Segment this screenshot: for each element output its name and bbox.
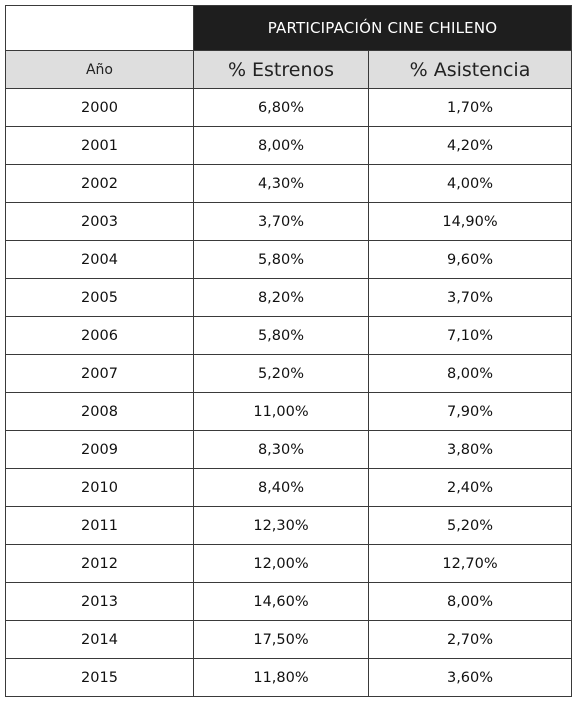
year-cell: 2010 — [5, 468, 194, 507]
year-cell: 2009 — [5, 430, 194, 469]
asistencia-cell: 7,90% — [367, 392, 573, 431]
year-cell: 2004 — [5, 240, 194, 279]
asistencia-cell: 5,20% — [367, 506, 573, 545]
year-cell: 2002 — [5, 164, 194, 203]
asistencia-cell: 8,00% — [367, 354, 573, 393]
year-cell: 2015 — [5, 658, 194, 697]
table-row: 2012 12,00% 12,70% — [5, 544, 573, 583]
asistencia-cell: 3,60% — [367, 658, 573, 697]
estrenos-cell: 8,30% — [193, 430, 369, 469]
year-cell: 2000 — [5, 88, 194, 127]
table-row: 2006 5,80% 7,10% — [5, 316, 573, 355]
estrenos-cell: 12,30% — [193, 506, 369, 545]
estrenos-cell: 5,80% — [193, 316, 369, 355]
estrenos-cell: 11,80% — [193, 658, 369, 697]
year-cell: 2005 — [5, 278, 194, 317]
year-cell: 2008 — [5, 392, 194, 431]
table-row: 2005 8,20% 3,70% — [5, 278, 573, 317]
asistencia-cell: 3,70% — [367, 278, 573, 317]
asistencia-cell: 7,10% — [367, 316, 573, 355]
year-cell: 2007 — [5, 354, 194, 393]
table-row: 2007 5,20% 8,00% — [5, 354, 573, 393]
table-header-row: Año % Estrenos % Asistencia — [5, 50, 573, 89]
table-row: 2014 17,50% 2,70% — [5, 620, 573, 659]
table-row: 2011 12,30% 5,20% — [5, 506, 573, 545]
table-row: 2004 5,80% 9,60% — [5, 240, 573, 279]
table-row: 2015 11,80% 3,60% — [5, 658, 573, 697]
year-cell: 2012 — [5, 544, 194, 583]
asistencia-cell: 4,00% — [367, 164, 573, 203]
estrenos-cell: 8,20% — [193, 278, 369, 317]
table-row: 2008 11,00% 7,90% — [5, 392, 573, 431]
estrenos-cell: 8,40% — [193, 468, 369, 507]
table-body: 2000 6,80% 1,70% 2001 8,00% 4,20% 2002 4… — [5, 88, 573, 697]
estrenos-cell: 5,20% — [193, 354, 369, 393]
year-cell: 2011 — [5, 506, 194, 545]
header-asistencia: % Asistencia — [367, 50, 573, 89]
table-row: 2000 6,80% 1,70% — [5, 88, 573, 127]
empty-corner-cell — [5, 5, 194, 51]
header-estrenos: % Estrenos — [193, 50, 369, 89]
table-row: 2001 8,00% 4,20% — [5, 126, 573, 165]
asistencia-cell: 1,70% — [367, 88, 573, 127]
asistencia-cell: 3,80% — [367, 430, 573, 469]
year-cell: 2013 — [5, 582, 194, 621]
estrenos-cell: 14,60% — [193, 582, 369, 621]
header-year: Año — [5, 50, 194, 89]
year-cell: 2014 — [5, 620, 194, 659]
estrenos-cell: 17,50% — [193, 620, 369, 659]
year-cell: 2001 — [5, 126, 194, 165]
asistencia-cell: 2,70% — [367, 620, 573, 659]
table-title: PARTICIPACIÓN CINE CHILENO — [192, 5, 573, 51]
estrenos-cell: 6,80% — [193, 88, 369, 127]
table-row: 2010 8,40% 2,40% — [5, 468, 573, 507]
table-title-row: PARTICIPACIÓN CINE CHILENO — [5, 5, 573, 51]
table-row: 2002 4,30% 4,00% — [5, 164, 573, 203]
estrenos-cell: 4,30% — [193, 164, 369, 203]
asistencia-cell: 2,40% — [367, 468, 573, 507]
table-row: 2013 14,60% 8,00% — [5, 582, 573, 621]
estrenos-cell: 8,00% — [193, 126, 369, 165]
asistencia-cell: 8,00% — [367, 582, 573, 621]
estrenos-cell: 11,00% — [193, 392, 369, 431]
year-cell: 2003 — [5, 202, 194, 241]
estrenos-cell: 12,00% — [193, 544, 369, 583]
table-row: 2003 3,70% 14,90% — [5, 202, 573, 241]
asistencia-cell: 12,70% — [367, 544, 573, 583]
asistencia-cell: 14,90% — [367, 202, 573, 241]
asistencia-cell: 9,60% — [367, 240, 573, 279]
estrenos-cell: 5,80% — [193, 240, 369, 279]
table-row: 2009 8,30% 3,80% — [5, 430, 573, 469]
estrenos-cell: 3,70% — [193, 202, 369, 241]
year-cell: 2006 — [5, 316, 194, 355]
asistencia-cell: 4,20% — [367, 126, 573, 165]
cine-chileno-table: PARTICIPACIÓN CINE CHILENO Año % Estreno… — [5, 5, 573, 697]
